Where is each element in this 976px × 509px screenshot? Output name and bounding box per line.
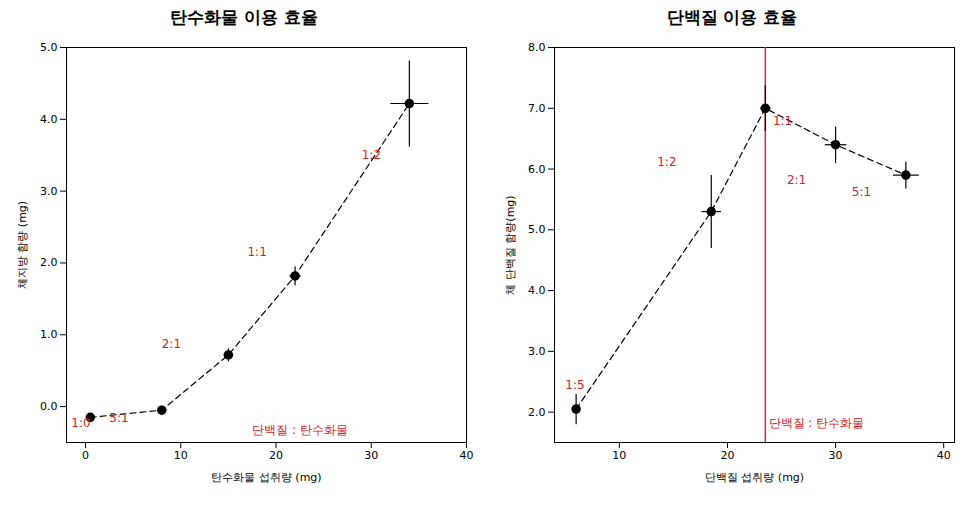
- svg-text:3.0: 3.0: [528, 345, 546, 358]
- svg-text:1:1: 1:1: [773, 114, 792, 128]
- svg-text:5.0: 5.0: [40, 41, 58, 54]
- svg-text:단백질 : 탄수화물: 단백질 : 탄수화물: [769, 416, 865, 430]
- svg-text:30: 30: [829, 449, 843, 462]
- svg-text:5.0: 5.0: [528, 223, 546, 236]
- svg-text:1:2: 1:2: [362, 148, 381, 162]
- svg-text:1:1: 1:1: [247, 245, 266, 259]
- svg-text:5:1: 5:1: [109, 411, 128, 425]
- svg-text:20: 20: [720, 449, 734, 462]
- svg-text:6.0: 6.0: [528, 163, 546, 176]
- svg-text:40: 40: [460, 449, 474, 462]
- svg-text:10: 10: [174, 449, 188, 462]
- svg-text:탄수화물 섭취량 (mg): 탄수화물 섭취량 (mg): [211, 471, 321, 484]
- svg-text:단백질 섭취량 (mg): 단백질 섭취량 (mg): [705, 471, 804, 484]
- svg-text:체지방 함량 (mg): 체지방 함량 (mg): [16, 201, 29, 289]
- svg-text:20: 20: [269, 449, 283, 462]
- svg-text:3.0: 3.0: [40, 185, 58, 198]
- svg-text:2:1: 2:1: [162, 337, 181, 351]
- svg-text:1:0: 1:0: [71, 416, 90, 430]
- html-text:단백질 이용 효율: 단백질 이용 효율: [666, 7, 798, 27]
- svg-text:30: 30: [364, 449, 378, 462]
- svg-text:체 단백질 함량(mg): 체 단백질 함량(mg): [504, 195, 517, 294]
- svg-text:40: 40: [937, 449, 951, 462]
- svg-text:0: 0: [82, 449, 89, 462]
- svg-text:8.0: 8.0: [528, 41, 546, 54]
- svg-text:0.0: 0.0: [40, 400, 58, 413]
- svg-text:2.0: 2.0: [528, 406, 546, 419]
- html-text:탄수화물 이용 효율: 탄수화물 이용 효율: [170, 7, 318, 27]
- svg-text:1:2: 1:2: [657, 155, 676, 169]
- svg-text:5:1: 5:1: [852, 185, 871, 199]
- svg-text:7.0: 7.0: [528, 102, 546, 115]
- svg-text:4.0: 4.0: [40, 113, 58, 126]
- svg-text:10: 10: [612, 449, 626, 462]
- svg-text:2.0: 2.0: [40, 256, 58, 269]
- svg-text:1:5: 1:5: [565, 378, 584, 392]
- svg-text:4.0: 4.0: [528, 284, 546, 297]
- svg-text:단백질 : 탄수화물: 단백질 : 탄수화물: [252, 423, 348, 437]
- svg-text:1.0: 1.0: [40, 328, 58, 341]
- svg-text:2:1: 2:1: [787, 173, 806, 187]
